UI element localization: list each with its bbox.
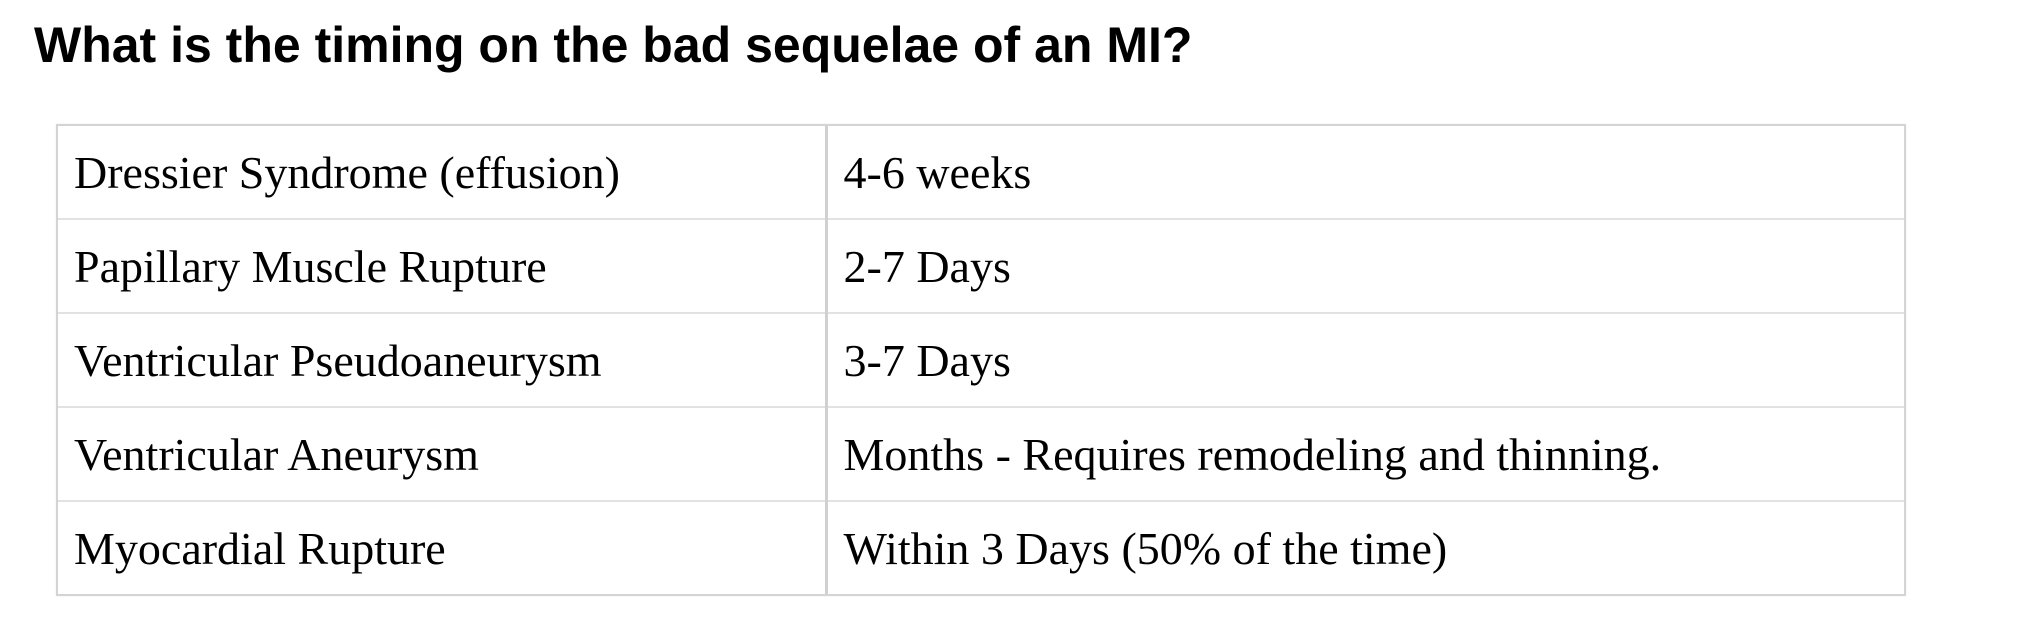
table-row: Ventricular Aneurysm Months - Requires r…: [58, 407, 1904, 502]
condition-cell: Ventricular Pseudoaneurysm: [58, 313, 828, 408]
table-row: Ventricular Pseudoaneurysm 3-7 Days: [58, 313, 1904, 408]
question-heading: What is the timing on the bad sequelae o…: [34, 17, 1193, 73]
condition-cell: Dressier Syndrome (effusion): [58, 126, 828, 220]
table-row: Papillary Muscle Rupture 2-7 Days: [58, 219, 1904, 314]
condition-cell: Myocardial Rupture: [58, 501, 828, 594]
table-row: Dressier Syndrome (effusion) 4-6 weeks: [58, 126, 1904, 220]
timing-cell: 4-6 weeks: [826, 126, 1904, 220]
timing-cell: 2-7 Days: [826, 219, 1904, 314]
table-row: Myocardial Rupture Within 3 Days (50% of…: [58, 501, 1904, 594]
sequelae-table-container: Dressier Syndrome (effusion) 4-6 weeks P…: [56, 124, 1906, 596]
timing-cell: 3-7 Days: [826, 313, 1904, 408]
condition-cell: Ventricular Aneurysm: [58, 407, 828, 502]
sequelae-table: Dressier Syndrome (effusion) 4-6 weeks P…: [58, 126, 1904, 594]
condition-cell: Papillary Muscle Rupture: [58, 219, 828, 314]
timing-cell: Months - Requires remodeling and thinnin…: [826, 407, 1904, 502]
timing-cell: Within 3 Days (50% of the time): [843, 522, 1448, 574]
